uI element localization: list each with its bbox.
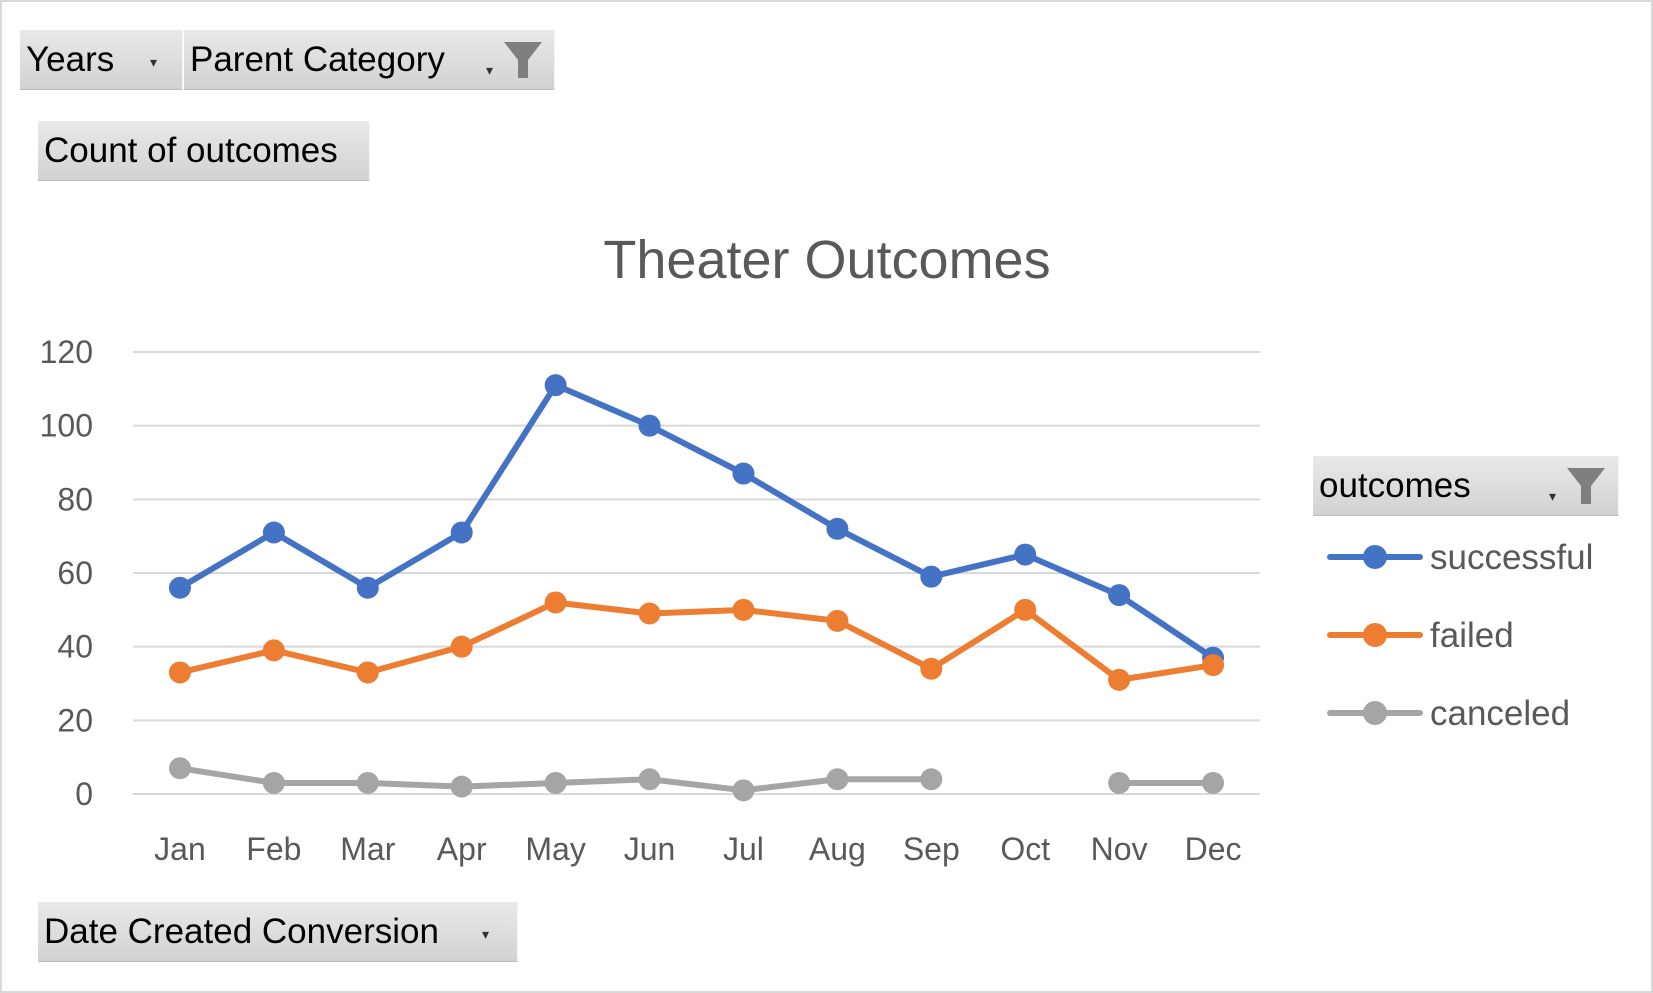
series-successful: [168, 374, 1225, 669]
dropdown-arrow-icon: ▾: [150, 54, 158, 70]
x-tick-label: Dec: [1185, 831, 1242, 867]
years-filter-button[interactable]: Years ▾: [20, 30, 183, 90]
x-tick-label: Jul: [723, 831, 764, 867]
legend-label: canceled: [1430, 694, 1570, 733]
y-tick-label: 0: [75, 776, 93, 812]
y-tick-label: 120: [40, 334, 93, 370]
dropdown-arrow-icon: ▾: [486, 62, 494, 78]
x-tick-label: Apr: [437, 831, 487, 867]
data-point-failed: [638, 602, 661, 625]
data-point-successful: [450, 521, 473, 544]
x-tick-label: Jan: [154, 831, 206, 867]
funnel-filter-icon: [1567, 468, 1605, 504]
y-tick-label: 20: [57, 702, 93, 738]
data-point-successful: [544, 374, 567, 397]
data-point-failed: [450, 635, 473, 658]
data-point-canceled: [168, 757, 191, 780]
count-of-outcomes-value-button[interactable]: Count of outcomes: [38, 121, 370, 181]
count-of-outcomes-label: Count of outcomes: [44, 131, 338, 170]
legend-item-failed: failed: [1327, 616, 1514, 655]
data-point-canceled: [732, 779, 755, 802]
x-tick-label: Sep: [903, 831, 960, 867]
data-point-failed: [826, 609, 849, 632]
data-point-failed: [1108, 668, 1131, 691]
data-point-canceled: [262, 771, 285, 794]
outcomes-legend-label: outcomes: [1319, 466, 1471, 505]
data-point-failed: [732, 598, 755, 621]
funnel-filter-icon: [504, 42, 542, 78]
legend-swatch-marker: [1363, 701, 1387, 725]
outcomes-legend-filter-button[interactable]: outcomes ▾: [1313, 456, 1619, 516]
x-tick-label: Aug: [809, 831, 866, 867]
legend-item-canceled: canceled: [1327, 694, 1570, 733]
y-tick-label: 100: [40, 408, 93, 444]
legend-label: failed: [1430, 616, 1514, 655]
data-point-canceled: [450, 775, 473, 798]
data-point-successful: [920, 565, 943, 588]
data-point-successful: [732, 462, 755, 485]
data-point-canceled: [1108, 771, 1131, 794]
data-point-successful: [1108, 584, 1131, 607]
data-point-failed: [262, 639, 285, 662]
data-point-failed: [1202, 654, 1225, 677]
data-point-failed: [544, 591, 567, 614]
x-axis-ticks: Jan Feb Mar Apr May Jun Jul Aug Sep Oct Nov Dec: [154, 831, 1241, 867]
parent-category-filter-button[interactable]: Parent Category ▾: [184, 30, 555, 90]
data-point-failed: [168, 661, 191, 684]
dropdown-arrow-icon: ▾: [482, 926, 490, 942]
legend-item-successful: successful: [1327, 538, 1593, 577]
x-tick-label: May: [525, 831, 585, 867]
data-point-successful: [1014, 543, 1037, 566]
data-point-successful: [638, 414, 661, 437]
series-canceled: [168, 757, 1225, 802]
x-tick-label: Jun: [624, 831, 676, 867]
data-point-failed: [356, 661, 379, 684]
data-point-canceled: [638, 768, 661, 791]
data-point-failed: [920, 657, 943, 680]
y-axis-ticks: 0 20 40 60 80 100 120: [40, 334, 93, 812]
data-point-canceled: [356, 771, 379, 794]
series-line-successful: [176, 382, 1217, 661]
date-created-conversion-label: Date Created Conversion: [44, 912, 439, 951]
data-point-successful: [356, 576, 379, 599]
legend-label: successful: [1430, 538, 1593, 577]
chart-title: Theater Outcomes: [603, 230, 1050, 290]
data-point-canceled: [826, 768, 849, 791]
data-point-canceled: [544, 771, 567, 794]
date-created-conversion-axis-button[interactable]: Date Created Conversion ▾: [38, 902, 518, 962]
x-tick-label: Nov: [1091, 831, 1148, 867]
data-point-canceled: [1202, 771, 1225, 794]
y-tick-label: 80: [57, 481, 93, 517]
gridlines: [133, 351, 1260, 795]
x-tick-label: Feb: [246, 831, 301, 867]
legend-swatch-marker: [1363, 545, 1387, 569]
x-tick-label: Mar: [340, 831, 395, 867]
years-filter-label: Years: [26, 40, 115, 79]
legend-swatch-marker: [1363, 623, 1387, 647]
legend: successful failed canceled: [1327, 538, 1593, 733]
y-tick-label: 60: [57, 555, 93, 591]
data-point-failed: [1014, 598, 1037, 621]
series-line-failed: [176, 599, 1217, 683]
parent-category-filter-label: Parent Category: [190, 40, 445, 79]
data-point-successful: [826, 517, 849, 540]
data-point-canceled: [920, 768, 943, 791]
data-point-successful: [168, 576, 191, 599]
y-tick-label: 40: [57, 629, 93, 665]
x-tick-label: Oct: [1000, 831, 1050, 867]
dropdown-arrow-icon: ▾: [1549, 488, 1557, 504]
data-point-successful: [262, 521, 285, 544]
series-lines: [168, 374, 1225, 802]
series-failed: [168, 591, 1225, 691]
